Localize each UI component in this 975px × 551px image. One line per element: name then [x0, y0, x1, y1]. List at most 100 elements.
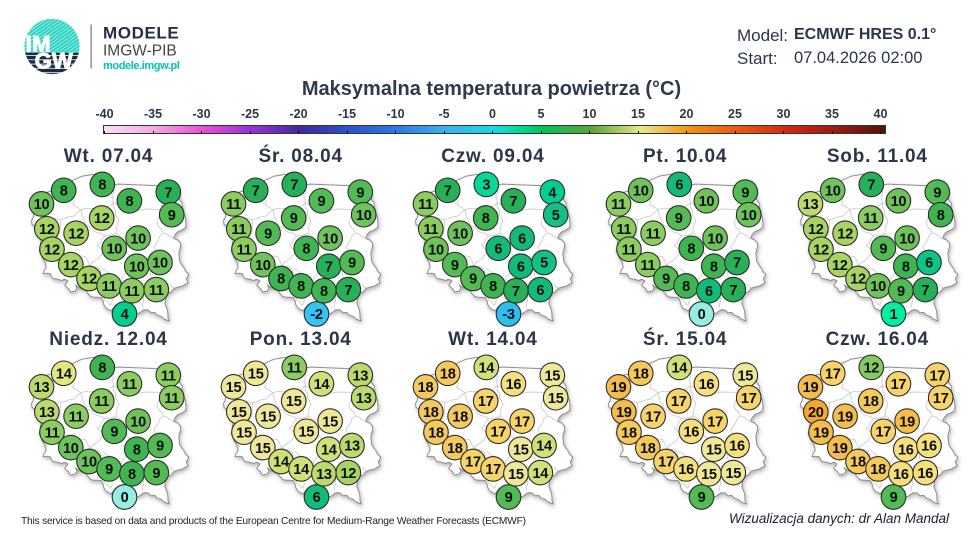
svg-text:4: 4	[121, 307, 130, 323]
svg-text:16: 16	[678, 462, 694, 478]
svg-text:18: 18	[429, 425, 445, 441]
svg-text:14: 14	[533, 465, 550, 481]
svg-text:7: 7	[733, 256, 741, 272]
svg-text:10: 10	[707, 231, 723, 247]
svg-text:modele.imgw.pl: modele.imgw.pl	[103, 60, 180, 72]
svg-text:17: 17	[670, 394, 686, 410]
svg-text:11: 11	[645, 226, 660, 242]
svg-text:11: 11	[122, 377, 137, 393]
svg-text:0: 0	[121, 490, 129, 506]
svg-text:17: 17	[645, 409, 661, 425]
svg-text:6: 6	[495, 242, 503, 258]
svg-text:7: 7	[729, 283, 737, 299]
svg-text:14: 14	[314, 377, 331, 393]
svg-text:10: 10	[34, 197, 50, 213]
svg-text:16: 16	[921, 438, 937, 454]
svg-text:10: 10	[453, 226, 469, 242]
svg-text:9: 9	[741, 185, 749, 201]
svg-text:15: 15	[548, 391, 564, 407]
svg-text:9: 9	[348, 256, 356, 272]
svg-text:8: 8	[128, 467, 136, 483]
svg-text:11: 11	[94, 394, 109, 410]
svg-text:9: 9	[674, 211, 682, 227]
svg-text:10: 10	[255, 258, 271, 274]
svg-text:11: 11	[69, 409, 84, 425]
svg-text:12: 12	[39, 222, 55, 238]
svg-text:6: 6	[537, 283, 545, 299]
svg-text:11: 11	[164, 391, 179, 407]
svg-text:17: 17	[929, 368, 945, 384]
svg-text:9: 9	[469, 272, 477, 288]
svg-text:15: 15	[260, 409, 276, 425]
svg-text:9: 9	[697, 490, 705, 506]
svg-text:13: 13	[39, 405, 55, 421]
svg-text:9: 9	[357, 185, 365, 201]
svg-text:8: 8	[297, 279, 305, 295]
svg-text:7: 7	[444, 184, 452, 200]
svg-text:8: 8	[490, 279, 498, 295]
svg-text:9: 9	[897, 284, 905, 300]
svg-text:8: 8	[277, 272, 285, 288]
svg-text:15: 15	[508, 467, 524, 483]
svg-text:11: 11	[611, 197, 626, 213]
svg-text:15: 15	[701, 467, 717, 483]
svg-text:11: 11	[161, 368, 176, 384]
svg-text:14: 14	[537, 438, 554, 454]
svg-text:IMGW-PIB: IMGW-PIB	[103, 43, 177, 60]
svg-text:11: 11	[287, 360, 302, 376]
svg-text:-2: -2	[310, 307, 323, 323]
svg-text:8: 8	[687, 242, 695, 258]
svg-text:11: 11	[226, 197, 241, 213]
svg-text:20: 20	[808, 405, 824, 421]
svg-text:8: 8	[98, 178, 106, 194]
svg-text:12: 12	[850, 272, 866, 288]
svg-text:9: 9	[110, 424, 118, 440]
svg-text:12: 12	[81, 272, 97, 288]
svg-text:12: 12	[813, 242, 829, 258]
svg-text:17: 17	[515, 414, 531, 430]
svg-text:14: 14	[56, 366, 73, 382]
svg-text:19: 19	[802, 380, 818, 396]
svg-text:19: 19	[837, 409, 853, 425]
svg-text:12: 12	[808, 222, 824, 238]
svg-text:10: 10	[63, 440, 79, 456]
svg-text:18: 18	[621, 425, 637, 441]
svg-text:18: 18	[870, 462, 886, 478]
svg-text:7: 7	[291, 178, 299, 194]
svg-text:15: 15	[322, 414, 338, 430]
svg-text:7: 7	[921, 283, 929, 299]
svg-text:14: 14	[273, 454, 290, 470]
svg-text:10: 10	[152, 256, 168, 272]
svg-text:8: 8	[320, 284, 328, 300]
svg-text:11: 11	[232, 222, 247, 238]
svg-text:9: 9	[505, 490, 513, 506]
svg-text:16: 16	[698, 377, 714, 393]
svg-text:7: 7	[510, 194, 518, 210]
svg-text:7: 7	[512, 284, 520, 300]
svg-text:9: 9	[264, 226, 272, 242]
svg-text:8: 8	[682, 279, 690, 295]
svg-text:16: 16	[917, 465, 933, 481]
svg-text:18: 18	[863, 394, 879, 410]
svg-text:11: 11	[102, 279, 117, 295]
svg-text:1: 1	[889, 307, 897, 323]
svg-text:5: 5	[540, 256, 548, 272]
svg-text:8: 8	[60, 184, 68, 200]
svg-text:13: 13	[356, 391, 372, 407]
svg-text:12: 12	[837, 226, 853, 242]
svg-text:10: 10	[825, 184, 841, 200]
svg-text:17: 17	[875, 424, 891, 440]
svg-text:17: 17	[478, 394, 494, 410]
svg-text:8: 8	[98, 360, 106, 376]
svg-text:15: 15	[236, 425, 252, 441]
svg-text:18: 18	[418, 380, 434, 396]
svg-text:10: 10	[632, 184, 648, 200]
svg-text:15: 15	[706, 442, 722, 458]
svg-text:15: 15	[226, 380, 242, 396]
svg-text:8: 8	[482, 211, 490, 227]
svg-text:11: 11	[149, 283, 164, 299]
svg-text:13: 13	[34, 380, 50, 396]
svg-text:8: 8	[937, 208, 945, 224]
svg-text:17: 17	[933, 391, 949, 407]
svg-text:13: 13	[316, 467, 332, 483]
